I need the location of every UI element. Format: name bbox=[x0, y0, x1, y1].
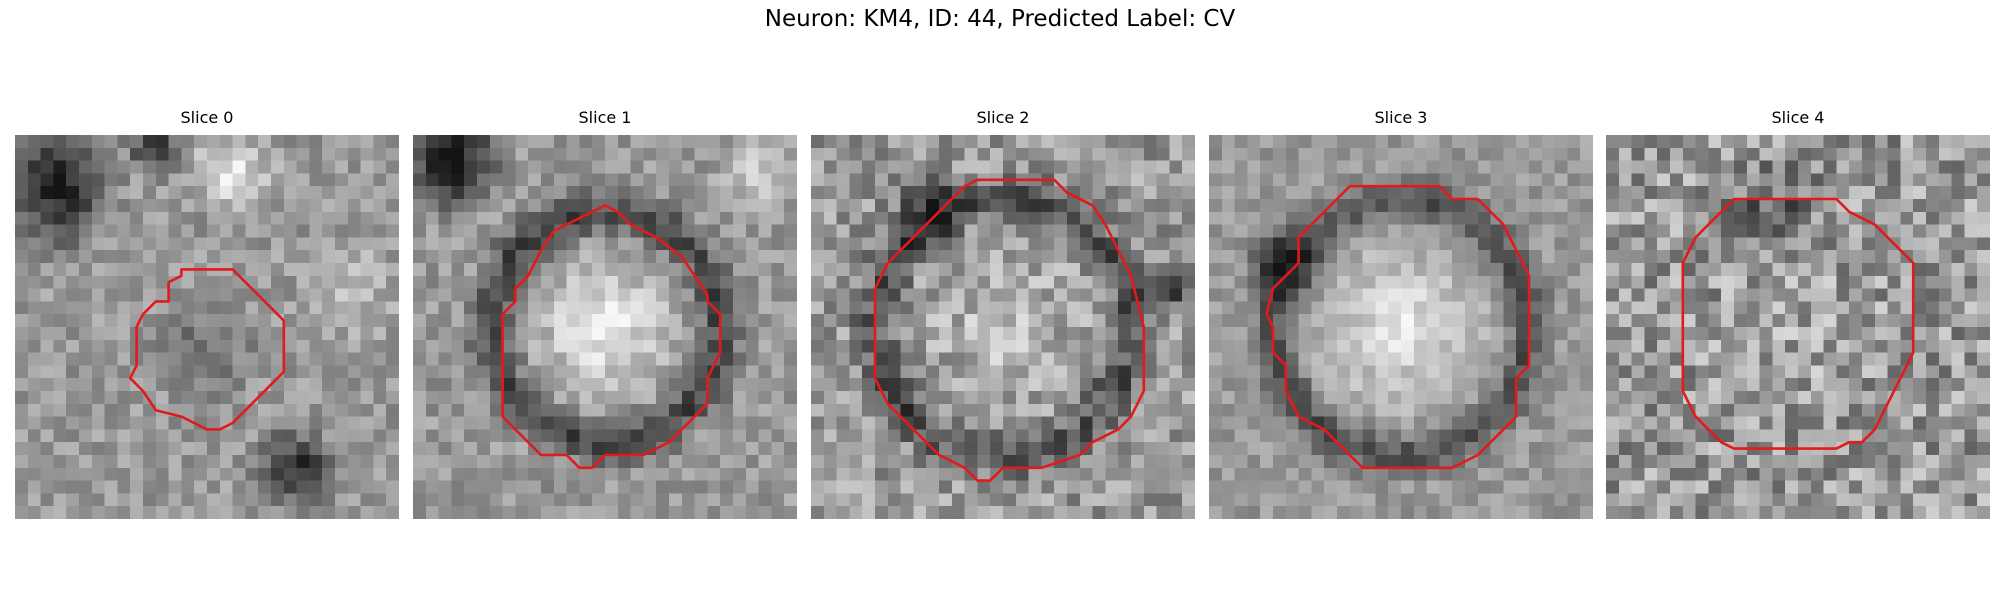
segmentation-contour bbox=[128, 268, 286, 431]
figure-title: Neuron: KM4, ID: 44, Predicted Label: CV bbox=[764, 6, 1236, 32]
slice-pixels bbox=[1209, 135, 1593, 519]
slice-title: Slice 1 bbox=[578, 108, 632, 127]
slice-image bbox=[15, 135, 399, 519]
segmentation-contour bbox=[501, 204, 722, 470]
slice-pixels bbox=[15, 135, 399, 519]
slice-image bbox=[1209, 135, 1593, 519]
slice-image bbox=[413, 135, 797, 519]
slice-title: Slice 3 bbox=[1374, 108, 1428, 127]
slice-title: Slice 0 bbox=[180, 108, 234, 127]
slice-title: Slice 2 bbox=[976, 108, 1030, 127]
segmentation-contour bbox=[1681, 197, 1915, 450]
slice-pixels bbox=[413, 135, 797, 519]
slice-title: Slice 4 bbox=[1771, 108, 1825, 127]
segmentation-contour bbox=[873, 178, 1146, 482]
segmentation-contour bbox=[1265, 184, 1531, 470]
slice-pixels bbox=[1606, 135, 1990, 519]
slice-pixels bbox=[811, 135, 1195, 519]
slice-image bbox=[1606, 135, 1990, 519]
slice-image bbox=[811, 135, 1195, 519]
